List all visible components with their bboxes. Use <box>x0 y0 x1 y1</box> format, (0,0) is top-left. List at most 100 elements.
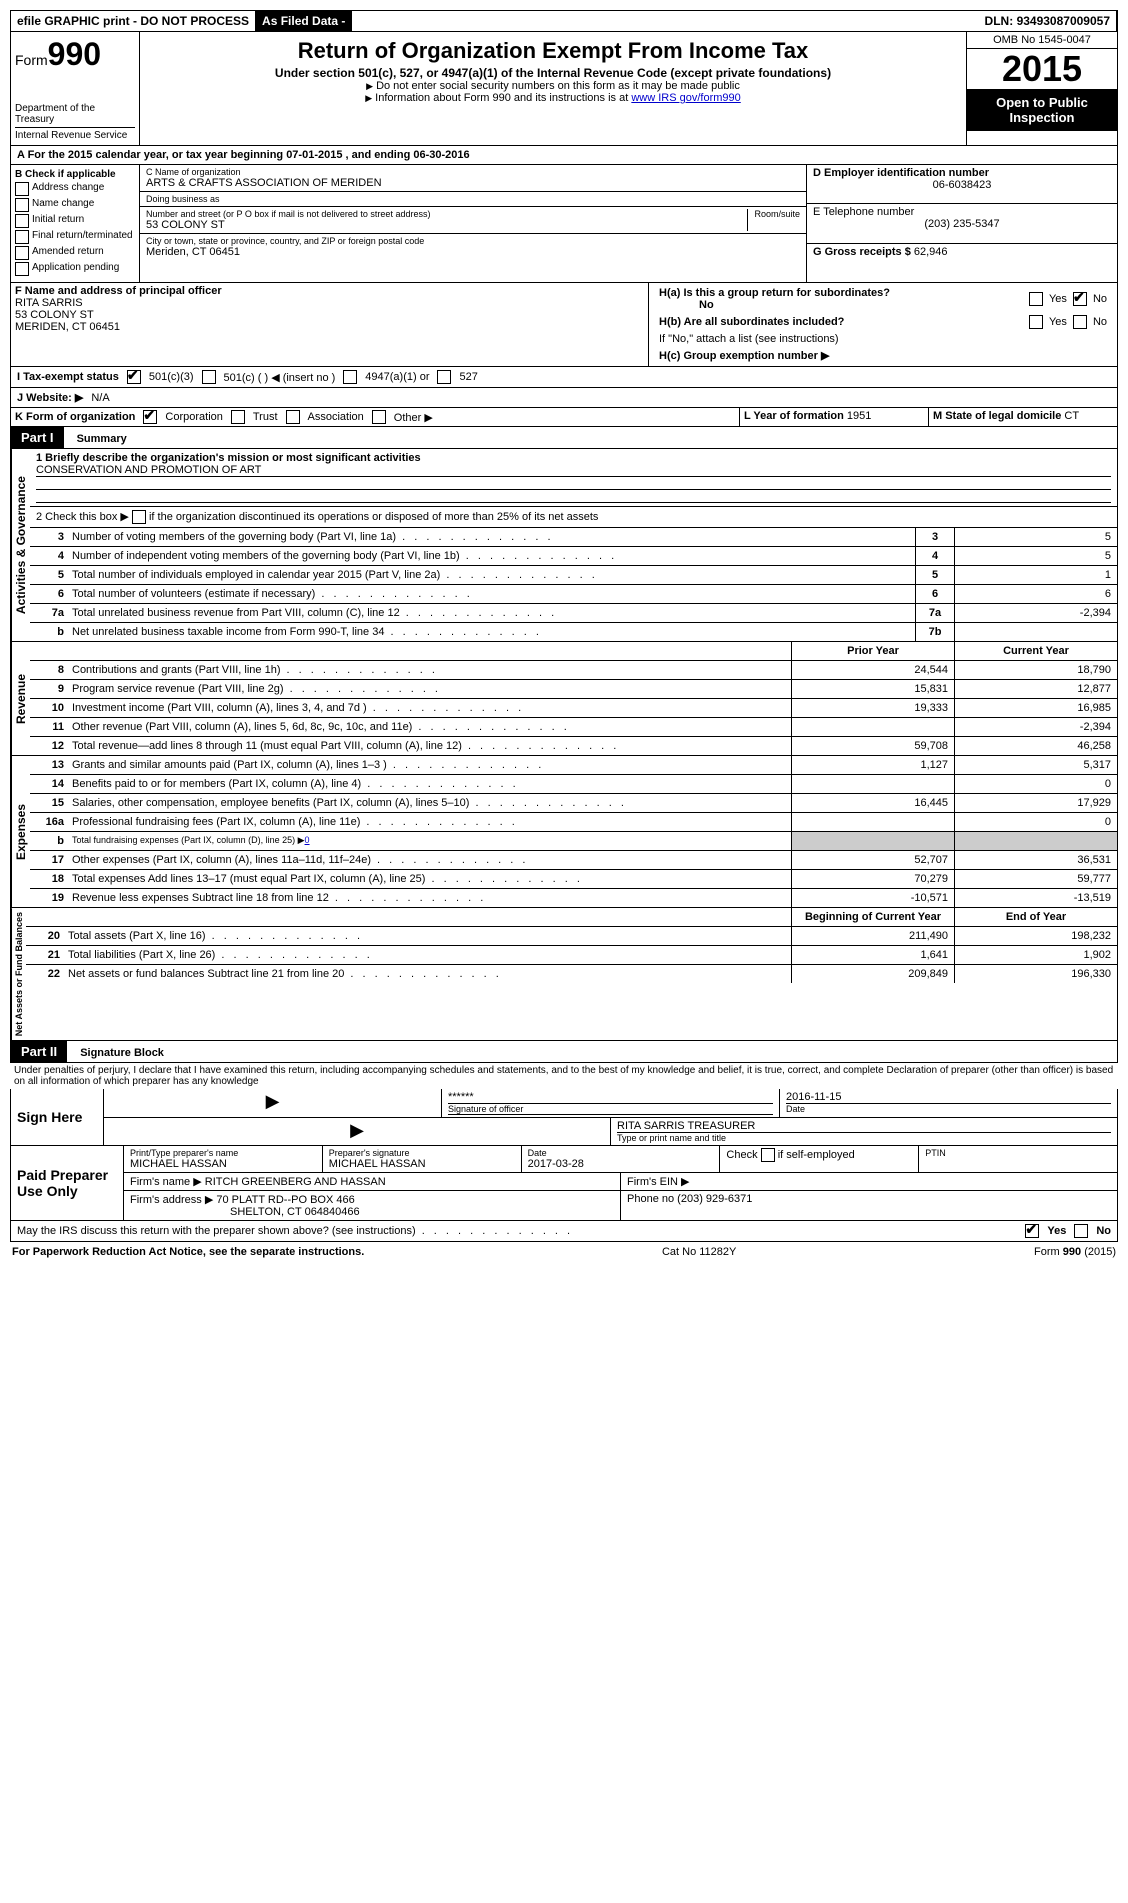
checkbox-hb-yes[interactable] <box>1029 315 1043 329</box>
summary-line: 22 Net assets or fund balances Subtract … <box>26 965 1117 983</box>
tab-expenses: Expenses <box>11 756 30 907</box>
summary-line: 11 Other revenue (Part VIII, column (A),… <box>30 718 1117 737</box>
firm-name: RITCH GREENBERG AND HASSAN <box>205 1176 386 1188</box>
line-text: Grants and similar amounts paid (Part IX… <box>68 756 791 774</box>
summary-line: 9 Program service revenue (Part VIII, li… <box>30 680 1117 699</box>
year-form-label: L Year of formation <box>744 410 844 422</box>
end-year-hdr: End of Year <box>954 908 1117 926</box>
checkbox-self-employed[interactable] <box>761 1148 775 1162</box>
checkbox-assoc[interactable] <box>286 410 300 424</box>
line-text: Number of voting members of the governin… <box>68 528 915 546</box>
note1: Do not enter social security numbers on … <box>376 80 740 92</box>
tab-revenue: Revenue <box>11 642 30 755</box>
part-ii-header: Part II Signature Block <box>10 1041 1118 1063</box>
current-val: -13,519 <box>954 889 1117 907</box>
checkbox-name[interactable] <box>15 198 29 212</box>
prior-val: 1,641 <box>791 946 954 964</box>
prior-val <box>791 718 954 736</box>
header-right: OMB No 1545-0047 2015 Open to Public Ins… <box>966 32 1117 145</box>
ein-value: 06-6038423 <box>813 179 1111 191</box>
checkbox-ha-no[interactable] <box>1073 292 1087 306</box>
line-text: Investment income (Part VIII, column (A)… <box>68 699 791 717</box>
no-label: No <box>1096 1225 1111 1237</box>
line-num: 3 <box>30 528 68 546</box>
line-box: 7b <box>915 623 954 641</box>
gross-label: G Gross receipts $ <box>813 246 911 258</box>
org-name: ARTS & CRAFTS ASSOCIATION OF MERIDEN <box>146 177 800 189</box>
part-ii-title: Signature Block <box>70 1047 164 1059</box>
checkbox-address[interactable] <box>15 182 29 196</box>
checkbox-ha-yes[interactable] <box>1029 292 1043 306</box>
ha-label: H(a) Is this a group return for subordin… <box>659 287 890 299</box>
prior-val <box>791 775 954 793</box>
line-text: Professional fundraising fees (Part IX, … <box>68 813 791 831</box>
asfiled-label: As Filed Data - <box>256 11 352 31</box>
checkbox-final[interactable] <box>15 230 29 244</box>
year-form-value: 1951 <box>847 410 871 422</box>
checkbox-other[interactable] <box>372 410 386 424</box>
checkbox-527[interactable] <box>437 370 451 384</box>
prior-val: 209,849 <box>791 965 954 983</box>
checkbox-pending[interactable] <box>15 262 29 276</box>
yes-label: Yes <box>1047 1225 1066 1237</box>
room-label: Room/suite <box>747 209 800 231</box>
header-left: Form990 Department of the Treasury Inter… <box>11 32 140 145</box>
hc-label: H(c) Group exemption number ▶ <box>659 349 829 362</box>
spacer <box>352 11 978 31</box>
line-text: Total number of volunteers (estimate if … <box>68 585 915 603</box>
line-num: 7a <box>30 604 68 622</box>
line-num: b <box>30 832 68 850</box>
current-val: 59,777 <box>954 870 1117 888</box>
opt-label: 4947(a)(1) or <box>365 371 429 383</box>
link[interactable]: 0 <box>305 835 310 845</box>
line-num: 12 <box>30 737 68 755</box>
checkbox-initial[interactable] <box>15 214 29 228</box>
line-text: Total unrelated business revenue from Pa… <box>68 604 915 622</box>
prep-date: 2017-03-28 <box>528 1158 714 1170</box>
footer-mid: Cat No 11282Y <box>662 1246 736 1258</box>
line-text: Program service revenue (Part VIII, line… <box>68 680 791 698</box>
tax-status-label: I Tax-exempt status <box>17 371 119 383</box>
line-num: 6 <box>30 585 68 603</box>
checkbox-corp[interactable] <box>143 410 157 424</box>
checkbox-501c3[interactable] <box>127 370 141 384</box>
checkbox-discuss-no[interactable] <box>1074 1224 1088 1238</box>
preparer-label: Paid Preparer Use Only <box>11 1146 124 1220</box>
checkbox-trust[interactable] <box>231 410 245 424</box>
line-text: Other expenses (Part IX, column (A), lin… <box>68 851 791 869</box>
form-org-label: K Form of organization <box>15 411 135 423</box>
checkbox-501c[interactable] <box>202 370 216 384</box>
sign-name: RITA SARRIS TREASURER <box>617 1120 1111 1132</box>
line-box: 6 <box>915 585 954 603</box>
tax-year: 2015 <box>967 49 1117 89</box>
irs-link[interactable]: www IRS gov/form990 <box>631 92 740 104</box>
dln-label: DLN: <box>985 14 1014 28</box>
line-val <box>954 623 1117 641</box>
summary-line: 14 Benefits paid to or for members (Part… <box>30 775 1117 794</box>
current-val: 18,790 <box>954 661 1117 679</box>
checkbox-amended[interactable] <box>15 246 29 260</box>
prior-val: -10,571 <box>791 889 954 907</box>
current-val: 0 <box>954 813 1117 831</box>
line-val: 5 <box>954 528 1117 546</box>
officer-street: 53 COLONY ST <box>15 309 644 321</box>
opt-label: Trust <box>253 411 278 423</box>
checkbox-hb-no[interactable] <box>1073 315 1087 329</box>
header-mid: Return of Organization Exempt From Incom… <box>140 32 966 145</box>
prior-val: 1,127 <box>791 756 954 774</box>
ein-label: D Employer identification number <box>813 167 1111 179</box>
section-klm: K Form of organization Corporation Trust… <box>10 408 1118 427</box>
current-val: 196,330 <box>954 965 1117 983</box>
section-a: A For the 2015 calendar year, or tax yea… <box>10 146 1118 165</box>
prior-val: 19,333 <box>791 699 954 717</box>
no-label: No <box>1093 293 1107 305</box>
line-text: Other revenue (Part VIII, column (A), li… <box>68 718 791 736</box>
line-num: 13 <box>30 756 68 774</box>
checkbox-discontinued[interactable] <box>132 510 146 524</box>
line-box: 3 <box>915 528 954 546</box>
opt-label: Association <box>308 411 364 423</box>
checkbox-discuss-yes[interactable] <box>1025 1224 1039 1238</box>
summary-line: 21 Total liabilities (Part X, line 26) 1… <box>26 946 1117 965</box>
prior-year-hdr: Prior Year <box>791 642 954 660</box>
checkbox-4947[interactable] <box>343 370 357 384</box>
